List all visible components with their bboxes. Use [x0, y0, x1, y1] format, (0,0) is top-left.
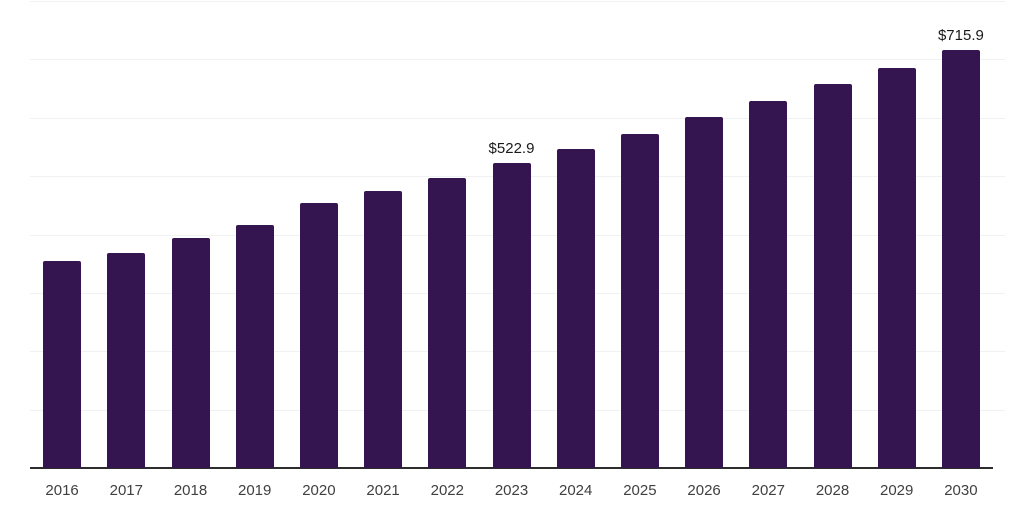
bar-2019[interactable] — [235, 225, 274, 468]
gridline-y800 — [30, 1, 1005, 2]
x-tick-label-2026: 2026 — [687, 482, 721, 499]
bar-2030[interactable] — [941, 50, 980, 468]
x-tick-label-2021: 2021 — [366, 482, 400, 499]
bar-2029[interactable] — [877, 67, 916, 468]
bar-2018[interactable] — [171, 237, 210, 468]
gridline-y600 — [30, 117, 1005, 119]
x-tick-label-2018: 2018 — [173, 482, 208, 499]
bar-2024[interactable] — [556, 148, 595, 468]
gridline-y700 — [30, 59, 1005, 61]
x-tick-label-2029: 2029 — [880, 482, 914, 499]
bar-2022[interactable] — [428, 177, 467, 468]
x-tick-label-2025: 2025 — [623, 482, 657, 499]
bar-value-label-2030: $715.9 — [937, 27, 984, 45]
bar-2027[interactable] — [749, 100, 788, 468]
bar-2016[interactable] — [43, 261, 82, 468]
bar-2028[interactable] — [813, 83, 852, 468]
bar-2020[interactable] — [299, 203, 338, 468]
x-tick-label-2027: 2027 — [751, 482, 785, 499]
bar-2026[interactable] — [685, 116, 724, 468]
bar-value-label-2023: $522.9 — [488, 139, 535, 157]
x-tick-label-2030: 2030 — [944, 482, 978, 499]
bar-2017[interactable] — [107, 252, 146, 468]
x-tick-label-2023: 2023 — [494, 482, 529, 499]
bar-2021[interactable] — [364, 190, 403, 468]
bar-2025[interactable] — [620, 133, 659, 468]
x-tick-label-2020: 2020 — [302, 482, 336, 499]
x-tick-label-2016: 2016 — [45, 482, 79, 499]
x-tick-label-2017: 2017 — [109, 482, 143, 499]
bar-2023[interactable] — [492, 162, 531, 468]
x-tick-label-2019: 2019 — [238, 482, 272, 499]
x-tick-label-2022: 2022 — [430, 482, 464, 499]
x-tick-label-2028: 2028 — [815, 482, 850, 499]
x-axis-line — [30, 467, 993, 469]
x-tick-label-2024: 2024 — [559, 482, 593, 499]
